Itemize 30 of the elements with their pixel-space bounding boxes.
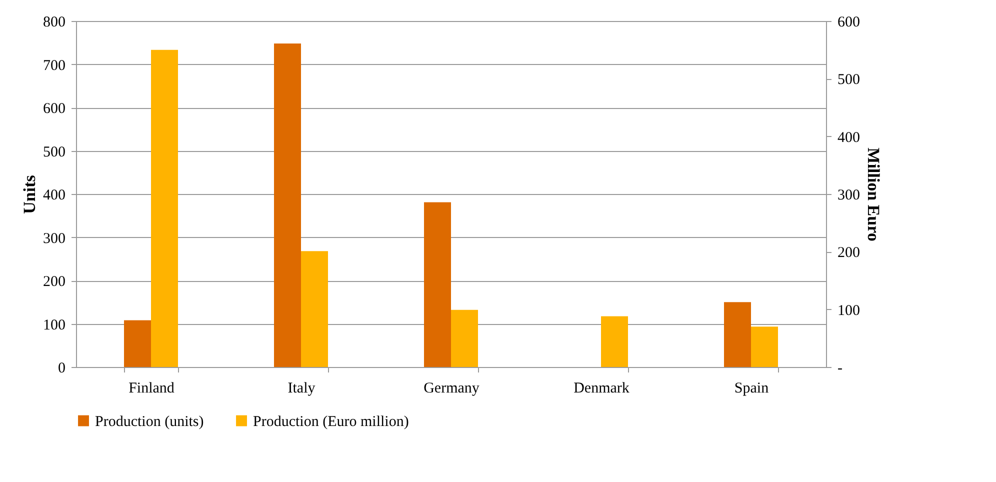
x-tick-label: Italy: [288, 380, 316, 396]
y-tick-label: 800: [43, 14, 66, 30]
y2-tick-label: 300: [838, 188, 860, 204]
legend-label: Production (Euro million): [253, 414, 409, 430]
bar: [151, 50, 178, 367]
x-tick-label: Germany: [424, 380, 480, 396]
y-tick-label: 300: [43, 230, 66, 247]
bar: [601, 316, 628, 367]
y2-tick-label: 200: [838, 245, 860, 262]
y2-tick-label: 500: [838, 72, 860, 88]
bar: [424, 202, 451, 367]
y2-tick-label: 600: [838, 14, 860, 30]
bar: [124, 320, 151, 367]
x-tick-label: Spain: [734, 380, 770, 396]
y2-tick-label: 100: [838, 302, 860, 319]
y-axis-title: Units: [20, 174, 39, 214]
y2-axis-title: Million Euro: [864, 148, 883, 242]
bar: [274, 43, 301, 367]
y-tick-label: 600: [43, 101, 66, 117]
y-tick-label: 200: [43, 274, 66, 290]
legend-label: Production (units): [95, 414, 204, 430]
x-tick-label: Finland: [128, 380, 175, 396]
y2-tick-label: 400: [838, 130, 860, 146]
y-tick-label: 500: [43, 144, 66, 160]
y-tick-label: 100: [43, 317, 66, 334]
y-tick-label: 700: [43, 58, 66, 74]
y-tick-label: 400: [43, 188, 66, 204]
y2-tick-label: -: [838, 360, 842, 376]
y-tick-label: 0: [58, 360, 66, 376]
x-tick-label: Denmark: [574, 380, 630, 396]
